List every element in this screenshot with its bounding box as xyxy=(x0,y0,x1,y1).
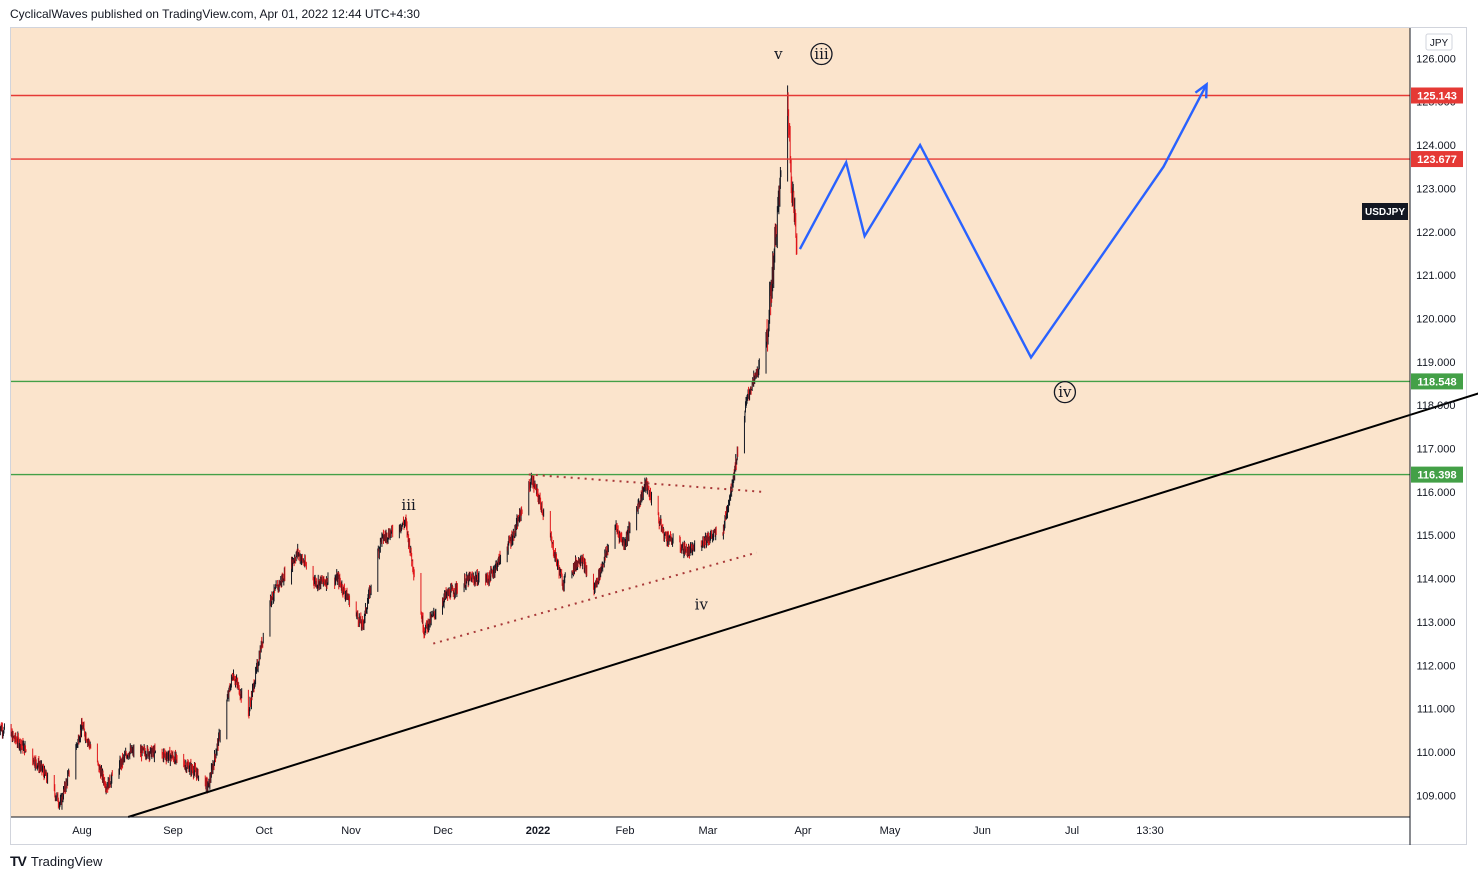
level-badge xyxy=(1411,373,1463,390)
level-badge-label: 125.143 xyxy=(1417,90,1457,102)
x-tick-label: Apr xyxy=(794,825,811,837)
x-tick-label: Jul xyxy=(1065,825,1079,837)
y-tick-label: 118.000 xyxy=(1417,400,1456,412)
level-badge-label: 123.677 xyxy=(1417,154,1457,166)
symbol-label: USDJPY xyxy=(1365,207,1405,218)
x-tick-label: Oct xyxy=(255,825,272,837)
tradingview-logo-icon: TV xyxy=(10,853,27,869)
y-axis[interactable]: 126.000125.000124.000123.000122.000121.0… xyxy=(1409,28,1456,845)
trendline xyxy=(127,392,1478,818)
level-badge-label: 118.548 xyxy=(1417,376,1456,388)
projection-path xyxy=(798,83,1208,360)
level-badge-label: 116.398 xyxy=(1417,470,1456,482)
candles xyxy=(0,85,798,810)
y-tick-label: 116.000 xyxy=(1417,487,1456,499)
y-tick-label: 114.000 xyxy=(1417,574,1456,586)
currency-label: JPY xyxy=(1430,38,1449,49)
triangle-lower-line xyxy=(432,551,758,645)
x-tick-label: Mar xyxy=(699,825,718,837)
x-tick-label: Sep xyxy=(163,825,183,837)
projection-arrow-icon xyxy=(1194,81,1208,99)
x-tick-label: Dec xyxy=(433,825,453,837)
wave-labels: v iii iii iv iv xyxy=(401,42,1077,614)
x-tick-label: Nov xyxy=(341,825,361,837)
level-badge xyxy=(1411,87,1463,104)
y-tick-label: 111.000 xyxy=(1417,704,1455,716)
wave-circle xyxy=(1053,381,1077,404)
y-tick-label: 115.000 xyxy=(1417,530,1456,542)
horizontal-levels xyxy=(11,94,1410,476)
symbol-badge xyxy=(1362,203,1408,220)
wave-label: iv xyxy=(695,596,709,614)
y-tick-label: 119.000 xyxy=(1417,357,1456,369)
currency-box xyxy=(1425,33,1453,51)
y-tick-label: 117.000 xyxy=(1417,444,1456,456)
x-axis[interactable]: Aug Sep Oct Nov Dec 2022 Feb Mar Apr May Jun Jul 13:… xyxy=(11,816,1410,837)
drawings xyxy=(127,81,1478,818)
x-tick-label: 13:30 xyxy=(1136,825,1164,837)
x-tick-label: 2022 xyxy=(526,825,550,837)
chart-frame xyxy=(10,27,1467,845)
x-tick-label: May xyxy=(880,825,901,837)
footer-brand: TradingView xyxy=(30,853,103,869)
wave-circle xyxy=(810,42,833,66)
x-tick-label: Feb xyxy=(616,825,635,837)
footer: TV TradingView xyxy=(10,853,102,869)
wave-label: v xyxy=(773,45,783,63)
x-tick-label: Jun xyxy=(973,825,991,837)
plot-background xyxy=(11,28,1410,817)
publish-header: CyclicalWaves published on TradingView.c… xyxy=(10,7,420,21)
wave-label: iii xyxy=(814,45,829,63)
wave-label: iii xyxy=(401,496,416,514)
level-badge xyxy=(1411,466,1463,483)
y-tick-label: 110.000 xyxy=(1417,747,1456,759)
y-tick-label: 126.000 xyxy=(1416,53,1456,65)
y-tick-label: 122.000 xyxy=(1416,227,1456,239)
level-badge xyxy=(1411,151,1463,168)
y-tick-label: 123.000 xyxy=(1416,183,1456,195)
y-tick-label: 121.000 xyxy=(1416,270,1456,282)
y-tick-label: 113.000 xyxy=(1417,617,1456,629)
price-badges: 125.143 123.677 118.548 116.398 USDJPY xyxy=(1362,87,1463,483)
y-tick-label: 124.000 xyxy=(1416,140,1456,152)
y-tick-label: 112.000 xyxy=(1417,660,1456,672)
y-tick-label: 120.000 xyxy=(1416,313,1456,325)
y-tick-label: 109.000 xyxy=(1416,790,1456,802)
wave-label: iv xyxy=(1058,383,1072,401)
x-tick-label: Aug xyxy=(72,825,92,837)
